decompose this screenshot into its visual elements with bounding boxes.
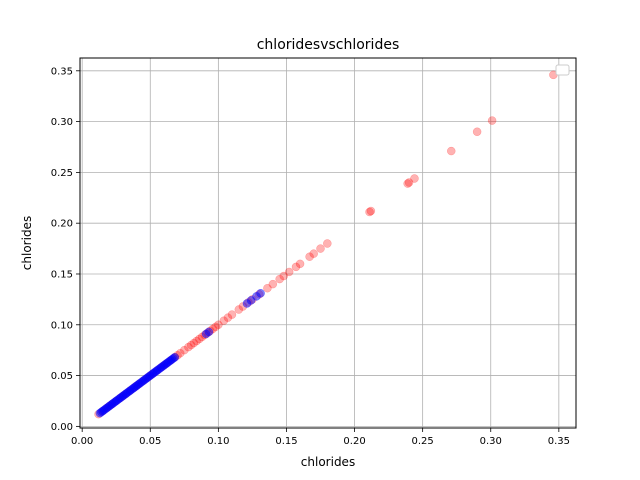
data-point-series-0	[219, 316, 229, 325]
data-point-series-0	[195, 334, 204, 344]
x-tick-label: 0.00	[71, 436, 93, 447]
y-tick-label: 0.20	[51, 219, 73, 230]
y-tick-label: 0.25	[51, 168, 73, 179]
x-tick-label: 0.15	[275, 436, 297, 447]
chart-title: chloridesvschlorides	[257, 37, 400, 53]
x-tick-label: 0.25	[412, 436, 434, 447]
y-tick-label: 0.10	[51, 320, 73, 331]
data-point-series-0	[234, 305, 244, 314]
axis-ticks: 0.00 0.05 0.10 0.15 0.20 0.25 0.30 0.35 0.00 0.05…	[51, 66, 570, 447]
y-tick-label: 0.35	[51, 66, 73, 77]
x-axis-label: chlorides	[301, 455, 355, 469]
x-tick-label: 0.35	[548, 436, 570, 447]
data-point-series-0	[447, 146, 456, 156]
x-tick-label: 0.10	[207, 436, 229, 447]
data-point-series-0	[316, 244, 325, 253]
y-tick-label: 0.15	[51, 269, 73, 280]
data-point-series-0	[189, 338, 199, 348]
x-tick-label: 0.30	[480, 436, 502, 447]
data-point-series-0	[487, 116, 497, 125]
data-point-series-0	[404, 178, 414, 187]
data-point-series-1	[170, 353, 180, 362]
data-point-series-0	[284, 267, 294, 277]
data-point-series-0	[305, 252, 314, 261]
data-point-series-0	[223, 313, 233, 322]
data-point-series-0	[366, 206, 376, 216]
y-axis-label: chlorides	[20, 216, 34, 270]
x-tick-label: 0.05	[139, 436, 161, 447]
data-point-series-0	[263, 283, 272, 293]
data-point-series-0	[184, 342, 193, 352]
data-point-series-0	[403, 179, 412, 188]
data-point-series-0	[214, 320, 223, 330]
data-point-series-0	[180, 345, 189, 355]
data-point-series-0	[211, 322, 220, 332]
data-point-series-0	[291, 262, 301, 272]
data-point-series-0	[227, 310, 237, 319]
x-tick-label: 0.20	[343, 436, 365, 447]
data-point-series-0	[275, 274, 284, 284]
data-point-series-0	[323, 239, 332, 248]
data-point-series-0	[309, 249, 318, 258]
y-tick-label: 0.05	[51, 371, 73, 382]
data-point-series-0	[186, 340, 196, 350]
plot-frame	[79, 57, 577, 429]
data-point-series-0	[410, 174, 419, 183]
data-point-series-0	[472, 127, 482, 137]
legend-box	[555, 64, 570, 76]
y-tick-label: 0.30	[51, 117, 73, 128]
data-points	[94, 70, 558, 419]
data-point-series-1	[204, 327, 214, 337]
y-tick-label: 0.00	[51, 422, 73, 433]
data-point-series-1	[256, 289, 265, 298]
data-point-series-0	[192, 336, 201, 346]
data-point-series-0	[268, 279, 278, 289]
data-point-series-0	[365, 207, 374, 217]
data-point-series-0	[279, 271, 288, 281]
grid	[80, 58, 576, 428]
data-point-series-0	[295, 259, 305, 269]
